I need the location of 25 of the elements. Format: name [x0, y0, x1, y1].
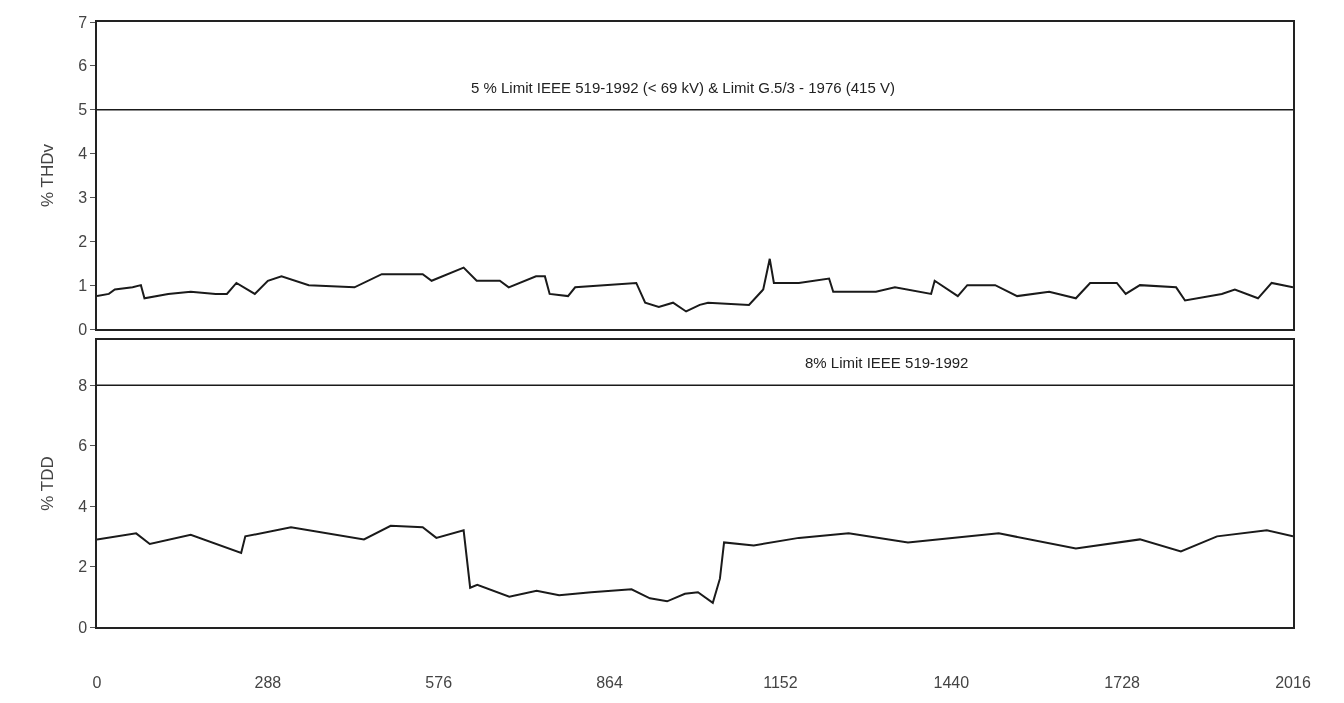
- x-tick-label: 576: [425, 673, 453, 691]
- y-tick-label: 6: [78, 57, 88, 75]
- y-tick-label: 5: [78, 101, 88, 119]
- y-tick-label: 0: [78, 320, 88, 338]
- y-tick-label: 0: [78, 618, 88, 636]
- x-tick-label: 1152: [763, 673, 798, 691]
- y-tick-label: 4: [78, 145, 88, 163]
- y-tick-label: 8: [78, 376, 88, 394]
- y-tick-label: 7: [78, 13, 88, 31]
- y-tick-label: 1: [78, 276, 88, 294]
- y-tick-label: 6: [78, 437, 88, 455]
- x-tick-label: 0: [92, 673, 102, 691]
- x-tick-label: 1728: [1104, 673, 1141, 691]
- y-axis-title: % TDD: [38, 456, 58, 511]
- x-tick-label: 864: [596, 673, 624, 691]
- x-tick-label: 288: [254, 673, 282, 691]
- ref-line-label: 8% Limit IEEE 519-1992: [805, 354, 969, 371]
- y-tick-label: 2: [78, 232, 88, 250]
- ref-line-label: 5 % Limit IEEE 519-1992 (< 69 kV) & Limit G.5/3 - 1976 (415 V): [471, 79, 895, 96]
- y-tick-label: 4: [78, 497, 88, 515]
- y-tick-label: 3: [78, 189, 88, 207]
- y-axis-title: % THDv: [38, 143, 58, 207]
- x-tick-label: 2016: [1275, 673, 1311, 691]
- y-tick-label: 2: [78, 558, 88, 576]
- x-tick-label: 1440: [933, 673, 970, 691]
